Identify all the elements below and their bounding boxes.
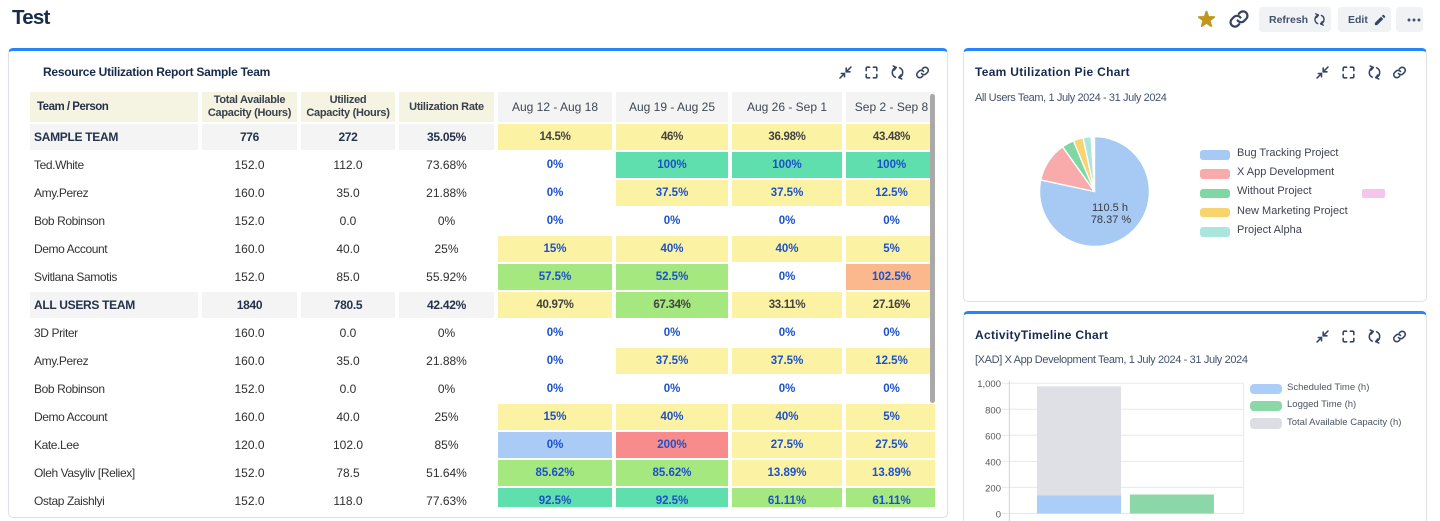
svg-text:0: 0 xyxy=(996,510,1001,521)
svg-text:200: 200 xyxy=(985,483,1001,494)
svg-text:1,000: 1,000 xyxy=(977,379,1001,390)
svg-text:400: 400 xyxy=(985,457,1001,468)
svg-text:800: 800 xyxy=(985,405,1001,416)
svg-text:600: 600 xyxy=(985,431,1001,442)
